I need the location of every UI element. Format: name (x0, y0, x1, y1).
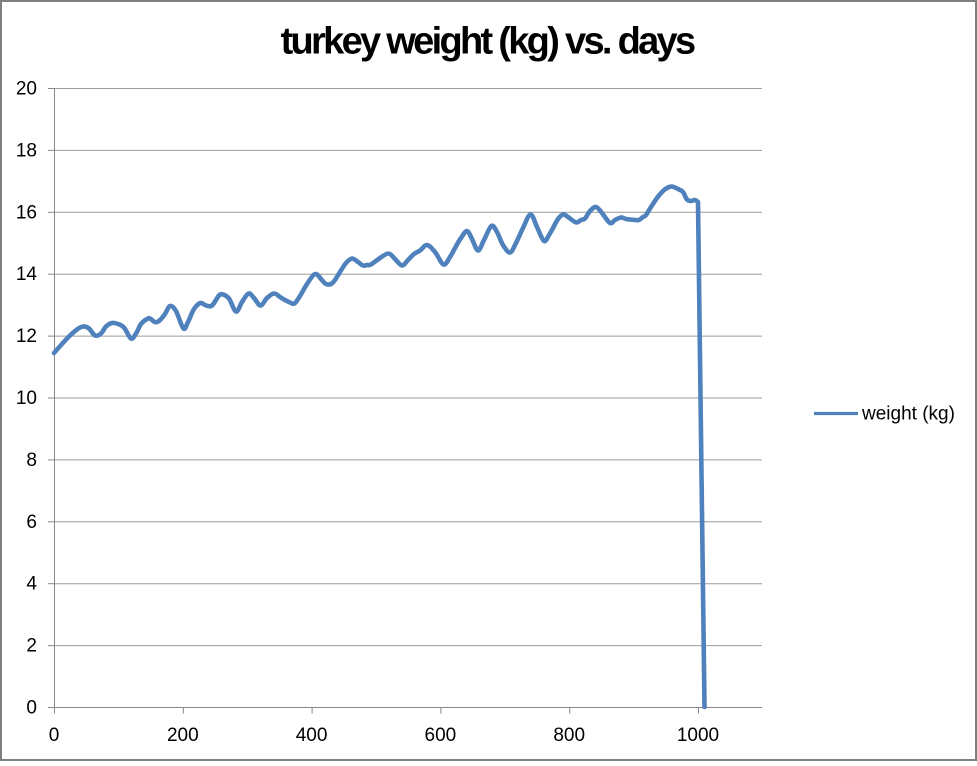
svg-text:16: 16 (16, 202, 37, 223)
svg-text:200: 200 (167, 725, 199, 746)
svg-text:4: 4 (26, 574, 37, 595)
svg-text:18: 18 (16, 140, 37, 161)
svg-text:20: 20 (16, 79, 37, 100)
svg-text:10: 10 (16, 388, 37, 409)
svg-text:400: 400 (296, 725, 328, 746)
svg-text:800: 800 (553, 725, 585, 746)
svg-text:12: 12 (16, 326, 37, 347)
svg-text:8: 8 (26, 450, 37, 471)
svg-text:2: 2 (26, 636, 37, 657)
svg-text:14: 14 (16, 264, 38, 285)
svg-text:0: 0 (49, 725, 60, 746)
svg-text:0: 0 (26, 698, 37, 719)
svg-text:6: 6 (26, 512, 37, 533)
svg-text:1000: 1000 (677, 725, 719, 746)
svg-text:weight (kg): weight (kg) (861, 404, 955, 425)
svg-text:600: 600 (425, 725, 457, 746)
svg-text:turkey weight (kg) vs. days: turkey weight (kg) vs. days (281, 21, 695, 63)
